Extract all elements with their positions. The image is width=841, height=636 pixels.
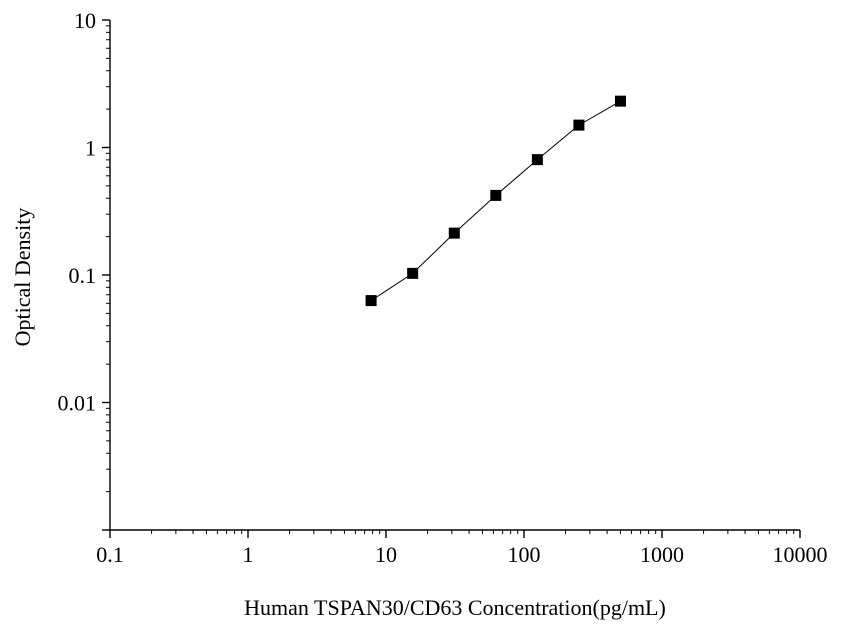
y-axis-title: Optical Density (10, 208, 35, 347)
axes (109, 20, 800, 531)
data-point (614, 95, 626, 107)
x-axis-title: Human TSPAN30/CD63 Concentration(pg/mL) (244, 595, 666, 620)
data-point (448, 227, 460, 239)
data-point (490, 189, 502, 201)
x-tick-label: 1000 (640, 542, 684, 567)
data-point (573, 119, 585, 131)
y-tick-label: 10 (74, 8, 96, 33)
data-point (531, 154, 543, 166)
series (365, 95, 626, 307)
x-tick-label: 1 (243, 542, 254, 567)
data-point (407, 267, 419, 279)
data-point (365, 295, 377, 307)
y-tick-label: 0.01 (58, 391, 97, 416)
tick-labels: 0.1 1 10 100 1000 10000 0.01 0.1 1 10 (58, 8, 828, 567)
x-tick-label: 0.1 (96, 542, 124, 567)
y-tick-label: 0.1 (69, 263, 97, 288)
x-tick-label: 100 (508, 542, 541, 567)
x-tick-label: 10000 (773, 542, 828, 567)
y-tick-label: 1 (85, 136, 96, 161)
x-tick-label: 10 (375, 542, 397, 567)
ticks (102, 19, 801, 538)
